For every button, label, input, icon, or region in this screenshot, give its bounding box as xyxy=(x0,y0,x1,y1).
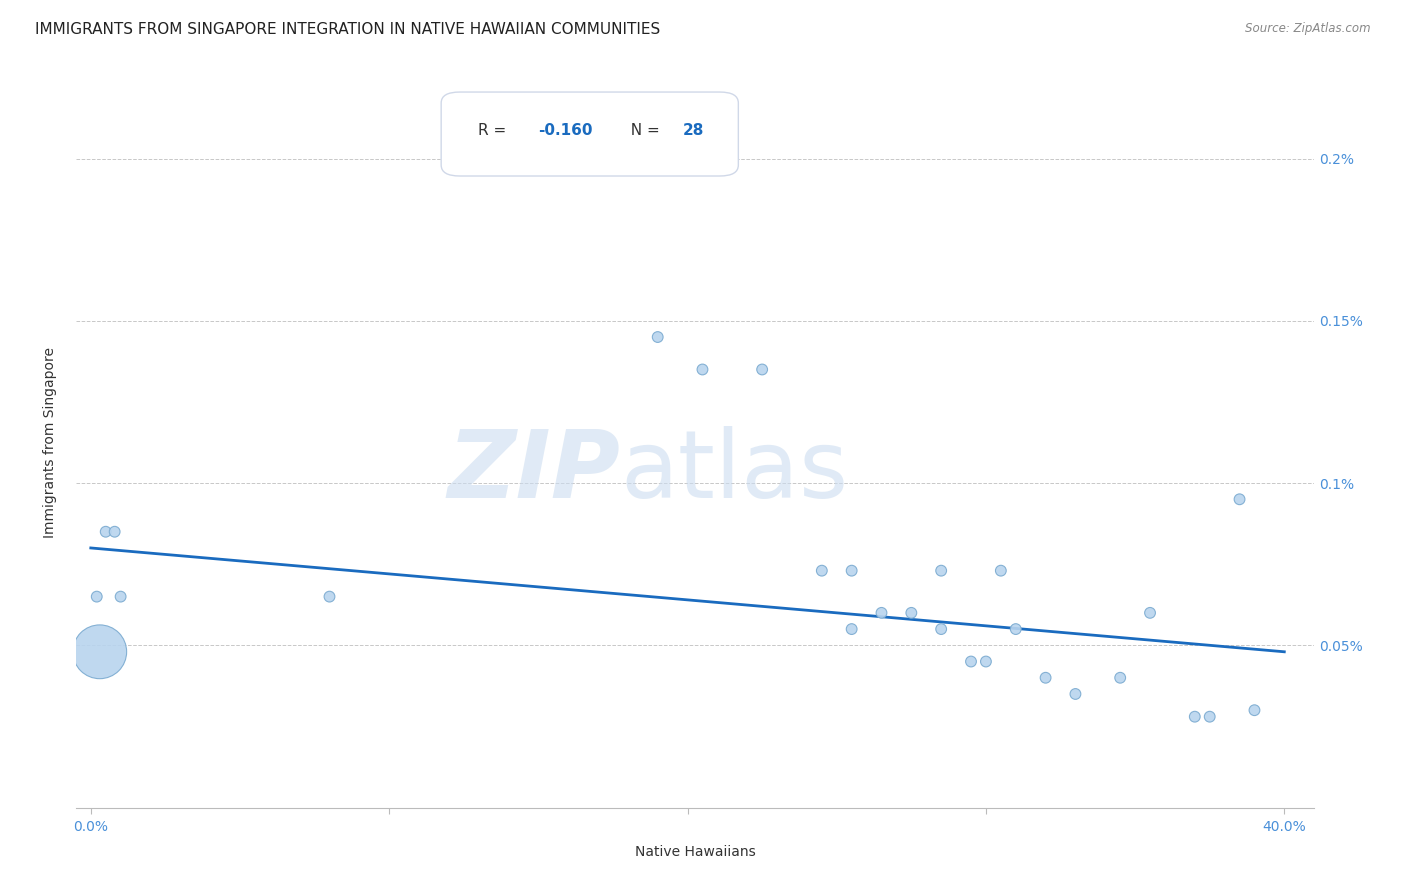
Point xyxy=(1139,606,1161,620)
Point xyxy=(104,524,127,539)
Text: -0.160: -0.160 xyxy=(537,122,592,137)
Text: R =: R = xyxy=(478,122,512,137)
Point xyxy=(990,564,1012,578)
Point xyxy=(647,330,669,344)
Point xyxy=(89,645,111,659)
Point xyxy=(94,524,117,539)
Point xyxy=(692,362,714,376)
Point xyxy=(110,590,132,604)
Point xyxy=(1184,709,1206,723)
Text: IMMIGRANTS FROM SINGAPORE INTEGRATION IN NATIVE HAWAIIAN COMMUNITIES: IMMIGRANTS FROM SINGAPORE INTEGRATION IN… xyxy=(35,22,661,37)
Point xyxy=(900,606,922,620)
Text: Source: ZipAtlas.com: Source: ZipAtlas.com xyxy=(1246,22,1371,36)
Point xyxy=(1004,622,1026,636)
Point xyxy=(1243,703,1265,717)
Y-axis label: Immigrants from Singapore: Immigrants from Singapore xyxy=(44,347,58,538)
Text: N =: N = xyxy=(620,122,665,137)
Point xyxy=(841,564,863,578)
Point xyxy=(1035,671,1057,685)
Point xyxy=(1229,492,1251,507)
Point xyxy=(960,655,983,669)
Point xyxy=(86,590,108,604)
Point xyxy=(929,564,952,578)
Point xyxy=(1198,709,1220,723)
FancyBboxPatch shape xyxy=(441,92,738,176)
Text: ZIP: ZIP xyxy=(449,425,620,517)
Point xyxy=(841,622,863,636)
Point xyxy=(811,564,834,578)
Point xyxy=(870,606,893,620)
Text: 28: 28 xyxy=(683,122,704,137)
Point xyxy=(974,655,997,669)
Point xyxy=(929,622,952,636)
Point xyxy=(751,362,773,376)
Point xyxy=(1109,671,1132,685)
Text: atlas: atlas xyxy=(620,425,849,517)
Point xyxy=(318,590,340,604)
Point xyxy=(1064,687,1087,701)
X-axis label: Native Hawaiians: Native Hawaiians xyxy=(634,845,755,859)
